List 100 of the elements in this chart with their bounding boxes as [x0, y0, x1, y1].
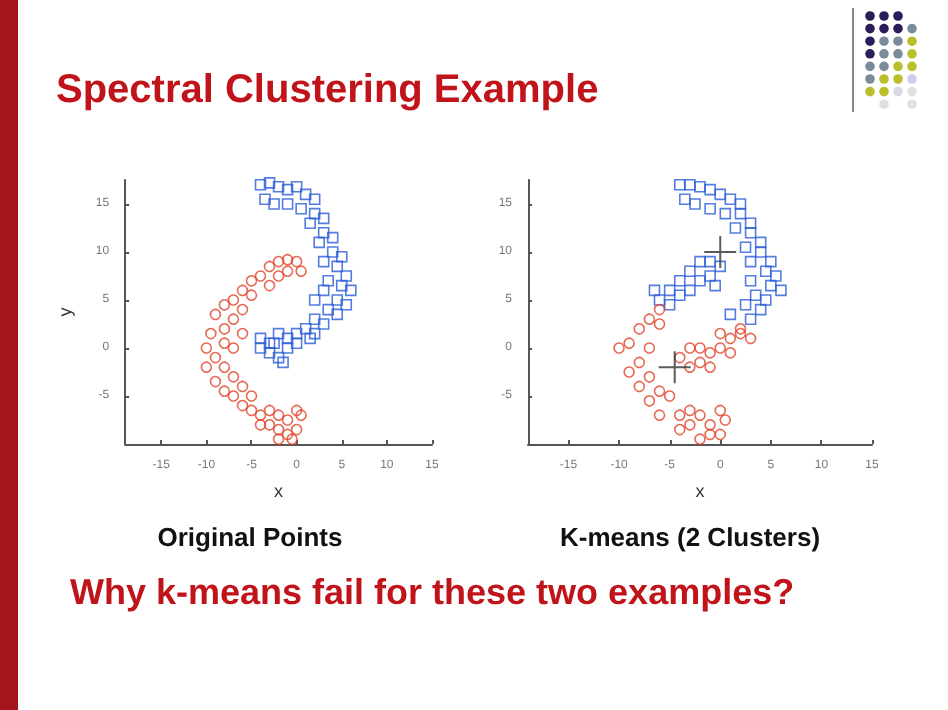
point [254, 332, 267, 345]
point [739, 241, 752, 253]
point [254, 419, 267, 431]
point [657, 350, 692, 385]
point [209, 375, 222, 388]
point [317, 227, 330, 239]
point [281, 414, 294, 426]
point [295, 203, 307, 215]
text: Spectral Clustering Example [56, 68, 599, 114]
point [308, 327, 321, 340]
point [734, 207, 747, 220]
point [277, 356, 289, 369]
point [227, 313, 240, 325]
point [643, 313, 656, 325]
point [290, 337, 303, 349]
point [754, 246, 767, 258]
point [227, 342, 240, 354]
point [734, 323, 747, 335]
point [704, 419, 716, 431]
point [709, 279, 721, 292]
point [200, 361, 213, 373]
point [694, 255, 706, 268]
point [684, 265, 696, 277]
point [684, 361, 696, 373]
point [633, 356, 646, 369]
point [714, 327, 727, 340]
point [770, 270, 782, 282]
point [673, 275, 686, 287]
point [704, 428, 716, 441]
point [684, 284, 696, 297]
point [679, 193, 691, 205]
point [263, 347, 276, 359]
point [703, 235, 738, 269]
point [684, 179, 696, 191]
point [268, 337, 280, 349]
point [218, 385, 231, 397]
point [673, 289, 686, 301]
x-axis-title: x [274, 480, 285, 501]
point [272, 327, 285, 340]
point [281, 183, 294, 196]
point [281, 332, 294, 345]
point [313, 236, 325, 249]
point [281, 265, 294, 277]
point [272, 351, 285, 364]
point [263, 279, 276, 292]
point [694, 180, 706, 193]
point [775, 284, 787, 297]
point [317, 318, 330, 330]
point [304, 217, 316, 229]
point [643, 371, 656, 383]
point [694, 433, 706, 445]
point [263, 404, 276, 417]
point [227, 390, 240, 402]
point [684, 342, 696, 354]
point [623, 337, 635, 349]
point [331, 308, 344, 321]
point [272, 180, 285, 193]
point [304, 332, 316, 345]
point [744, 332, 757, 345]
point [218, 323, 231, 335]
point [218, 299, 231, 311]
point [263, 260, 276, 273]
point [759, 294, 772, 306]
point [236, 303, 249, 316]
point [673, 351, 686, 364]
point [633, 323, 646, 335]
point [340, 299, 353, 311]
point [200, 342, 213, 354]
text: K-means (2 Clusters) [559, 522, 821, 552]
point [694, 356, 706, 369]
point [623, 366, 635, 378]
point [299, 188, 312, 201]
point [290, 327, 303, 340]
point [308, 207, 321, 220]
point [281, 253, 294, 266]
point [613, 342, 625, 354]
point [749, 289, 762, 301]
point [218, 337, 231, 349]
text: Why k-means fail for these two examples? [70, 572, 795, 614]
point [272, 270, 285, 282]
y-axis-title: y [55, 306, 75, 317]
point [227, 371, 240, 383]
point [759, 265, 772, 277]
point [281, 198, 294, 210]
point [724, 332, 737, 345]
point [694, 275, 706, 287]
point [765, 279, 777, 292]
point [236, 399, 249, 412]
point [694, 409, 706, 421]
point [272, 433, 285, 445]
point [326, 231, 339, 244]
point [724, 347, 737, 359]
point [724, 193, 737, 205]
point [663, 299, 676, 311]
point [245, 390, 258, 402]
point [245, 289, 258, 301]
point [648, 284, 661, 297]
point [326, 246, 339, 258]
point [633, 380, 646, 393]
point [719, 207, 732, 220]
